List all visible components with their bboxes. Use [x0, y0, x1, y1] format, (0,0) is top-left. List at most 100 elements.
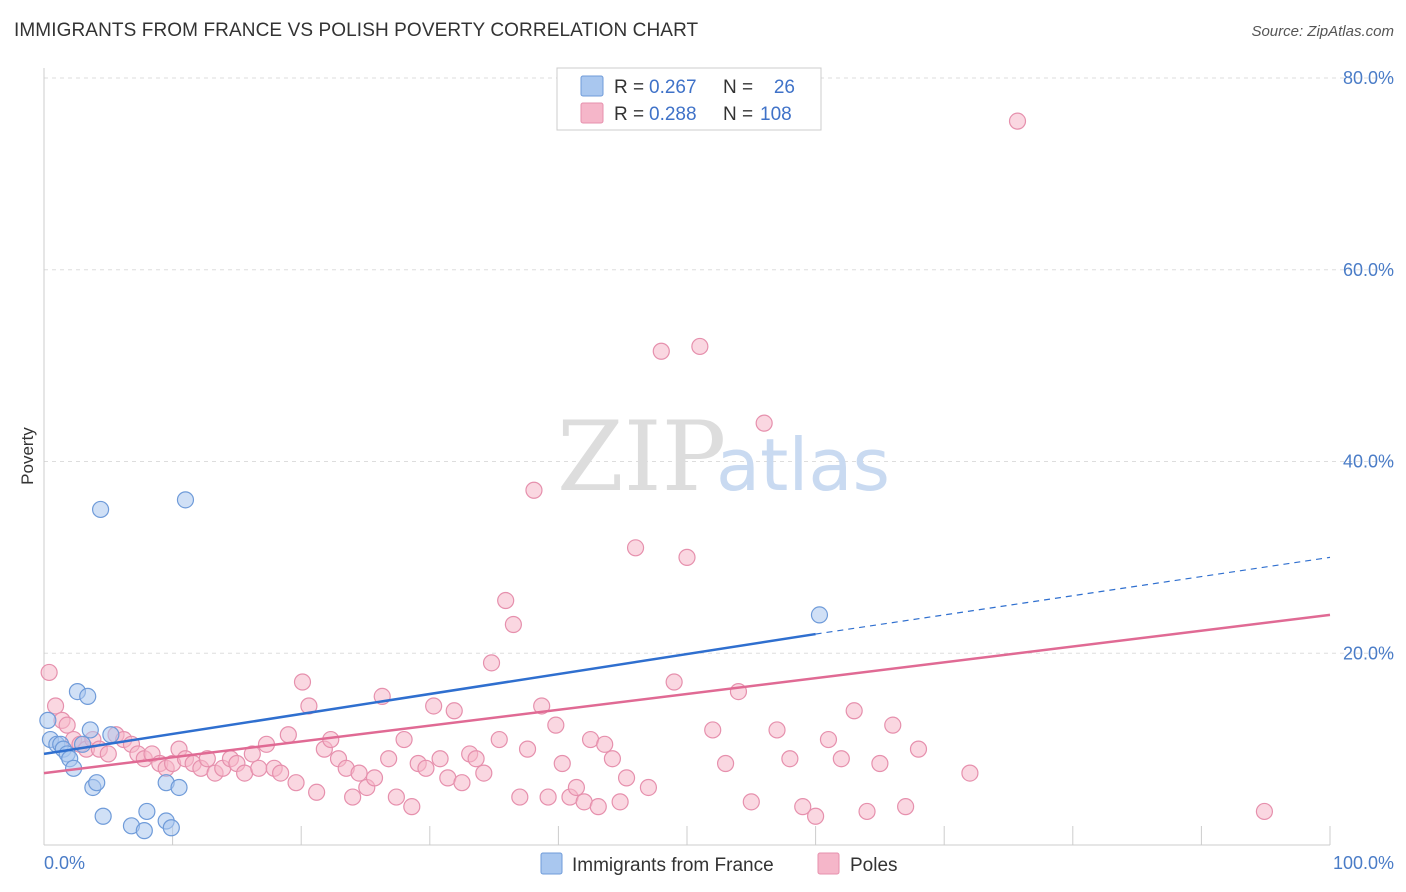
poles-point: [403, 798, 421, 816]
y-axis-label: Poverty: [18, 427, 37, 485]
x-tick-label-min: 0.0%: [44, 853, 85, 873]
poles-point: [1255, 802, 1274, 821]
poles-point: [806, 807, 825, 825]
poles-point: [475, 764, 493, 782]
poles-point: [626, 539, 645, 557]
poles-point: [387, 788, 405, 806]
y-tick-label: 40.0%: [1343, 452, 1394, 472]
poles-point: [380, 750, 398, 768]
y-tick-label: 20.0%: [1343, 643, 1394, 663]
poles-point: [553, 754, 571, 773]
poles-point: [897, 798, 915, 816]
poles-point: [287, 774, 305, 792]
immigrants-from-france-point: [102, 726, 120, 744]
poles-point: [716, 754, 735, 773]
poles-points: [40, 112, 1274, 825]
poles-trend-line: [43, 613, 1331, 775]
poles-point: [525, 481, 543, 499]
immigrants-from-france-point: [88, 774, 106, 792]
poles-point: [611, 793, 629, 811]
poles-point: [539, 788, 557, 806]
stats-legend-n-value-blue: 26: [774, 77, 795, 98]
y-tick-label: 60.0%: [1343, 260, 1394, 280]
series-legend-swatch-blue: [540, 852, 563, 875]
poles-point: [344, 788, 362, 806]
poles-point: [884, 716, 902, 734]
poles-point: [417, 759, 435, 777]
poles-point: [445, 702, 463, 720]
poles-point: [639, 778, 658, 797]
poles-point: [909, 740, 928, 758]
poles-point: [704, 721, 722, 739]
chart-source: Source: ZipAtlas.com: [1251, 23, 1394, 40]
immigrants-from-france-points: [39, 491, 829, 840]
poles-point: [46, 697, 65, 715]
poles-point: [365, 769, 384, 787]
poles-point: [431, 750, 449, 768]
watermark: ZIP atlas: [557, 401, 890, 513]
x-axis-ticks: [43, 826, 1331, 845]
poles-point: [518, 740, 537, 758]
immigrants-from-france-point: [91, 500, 110, 519]
immigrants-from-france-point: [39, 711, 57, 729]
chart-title: IMMIGRANTS FROM FRANCE VS POLISH POVERTY…: [14, 20, 699, 41]
stats-legend-n-value-pink: 108: [760, 104, 792, 125]
poles-point: [755, 414, 773, 432]
poles-point: [781, 750, 799, 768]
poles-point: [665, 673, 683, 691]
poles-point: [768, 721, 786, 739]
y-tick-label: 80.0%: [1343, 68, 1394, 88]
immigrants-from-france-trend-line: [43, 632, 816, 756]
stats-legend-r-label-blue: R =: [614, 77, 644, 98]
poles-point: [871, 754, 889, 773]
watermark-zip: ZIP: [557, 401, 726, 513]
poles-point: [243, 745, 261, 763]
x-tick-label-max: 100.0%: [1333, 853, 1394, 873]
poles-point: [250, 759, 268, 777]
poles-point: [490, 730, 508, 749]
stats-legend: R = 0.267 N = 26 R = 0.288 N = 108: [556, 67, 822, 131]
poles-point: [511, 788, 529, 806]
series-legend-label-blue: Immigrants from France: [572, 855, 774, 876]
gridlines: [44, 77, 1394, 654]
poles-point: [467, 750, 485, 768]
poles-point: [99, 745, 117, 763]
poles-point: [652, 342, 670, 360]
stats-legend-swatch-blue: [580, 75, 604, 97]
poles-point: [497, 591, 515, 610]
poles-point: [794, 798, 812, 816]
poles-point: [272, 764, 290, 782]
series-legend: Immigrants from France Poles: [540, 852, 898, 876]
poles-point: [603, 750, 622, 768]
poles-point: [425, 697, 443, 715]
poles-point: [691, 337, 709, 356]
immigrants-from-france-point: [162, 819, 180, 837]
poles-point: [308, 783, 326, 801]
stats-legend-r-value-blue: 0.267: [649, 77, 697, 98]
poles-point: [395, 730, 413, 749]
immigrants-from-france-point: [94, 807, 112, 825]
trend-lines: [43, 556, 1331, 775]
stats-legend-swatch-pink: [580, 102, 604, 124]
immigrants-from-france-point: [176, 491, 195, 509]
immigrants-from-france-trend-extension: [815, 556, 1331, 635]
immigrants-from-france-point: [135, 822, 153, 840]
poles-point: [1008, 112, 1027, 130]
stats-legend-r-label-pink: R =: [614, 104, 644, 125]
poles-point: [293, 673, 312, 691]
series-legend-label-pink: Poles: [850, 855, 898, 876]
poles-point: [58, 716, 76, 734]
poles-point: [40, 663, 58, 682]
watermark-atlas: atlas: [716, 423, 890, 507]
poles-point: [742, 793, 760, 811]
poles-point: [547, 716, 565, 734]
poles-point: [858, 802, 876, 821]
immigrants-from-france-point: [79, 687, 97, 705]
poles-point: [279, 726, 297, 744]
poles-point: [453, 774, 471, 792]
poles-point: [596, 735, 614, 753]
poles-point: [819, 730, 838, 749]
y-axis-tick-labels: 20.0% 40.0% 60.0% 80.0%: [1343, 68, 1394, 663]
poles-point: [589, 798, 607, 816]
immigrants-from-france-point: [81, 721, 99, 739]
